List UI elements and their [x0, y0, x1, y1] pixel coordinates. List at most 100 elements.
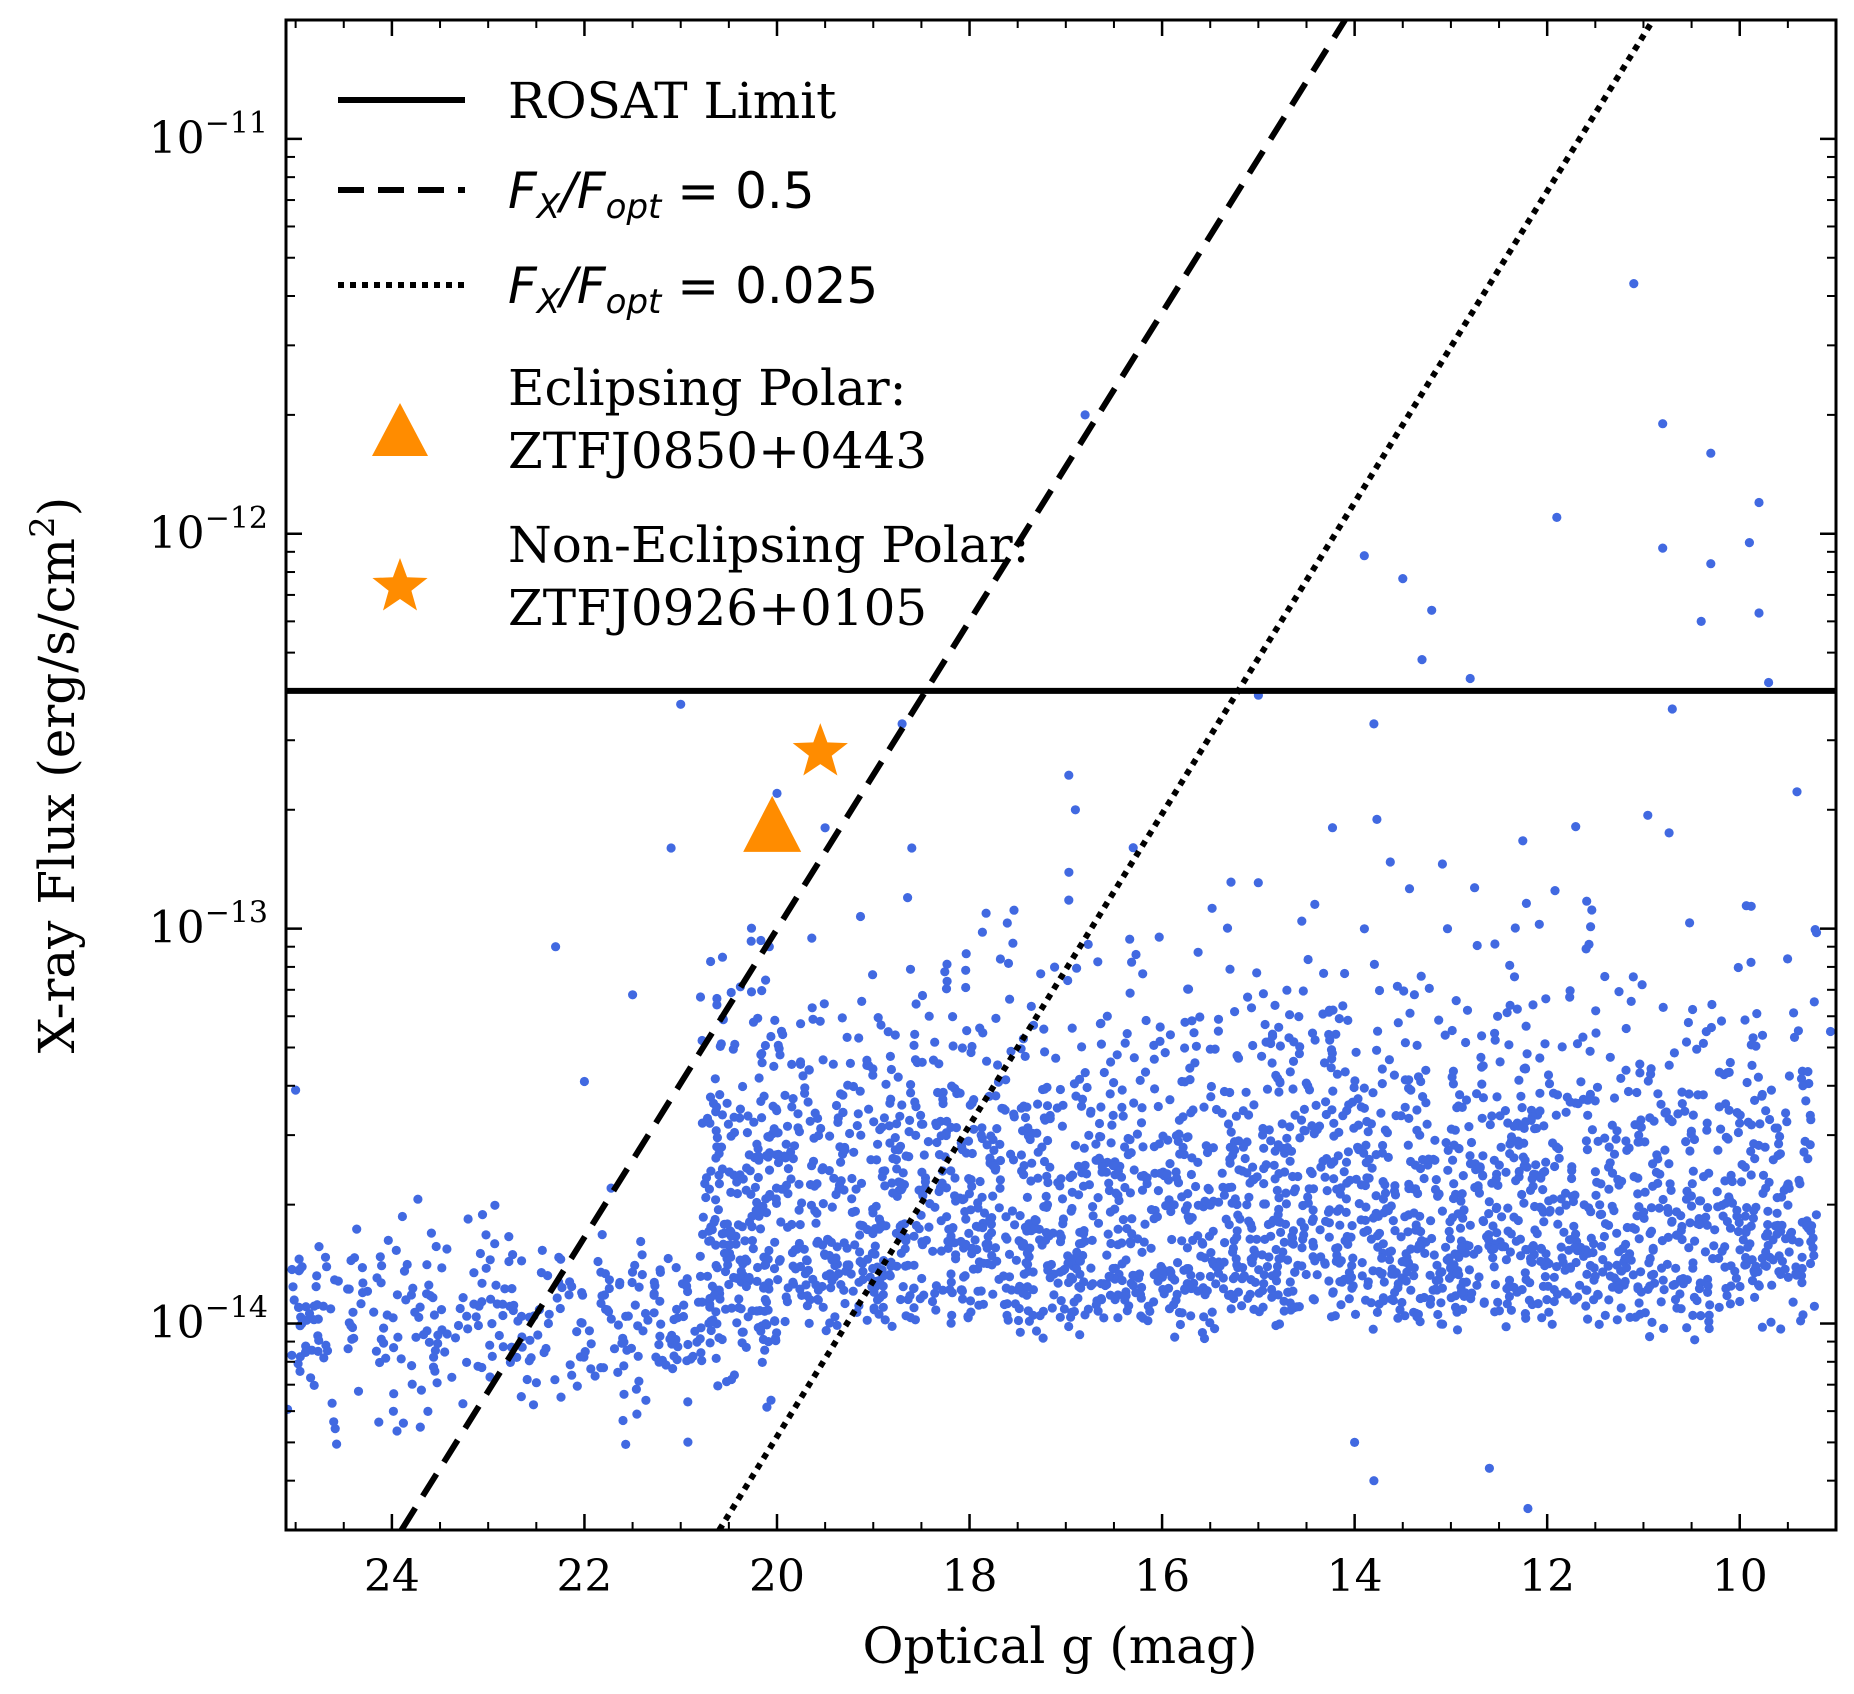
scatter-point: [1488, 1253, 1498, 1263]
scatter-point: [1409, 1271, 1419, 1281]
scatter-point: [1117, 1085, 1127, 1095]
scatter-point: [1134, 1269, 1145, 1279]
scatter-point: [1310, 1035, 1320, 1045]
scatter-point: [820, 823, 830, 833]
scatter-point: [1410, 1184, 1421, 1194]
scatter-point: [682, 1274, 692, 1284]
scatter-point: [1786, 1227, 1797, 1237]
scatter-point: [1072, 963, 1082, 973]
scatter-point: [964, 1174, 974, 1184]
scatter-point: [1685, 1218, 1695, 1228]
scatter-point: [797, 1198, 807, 1208]
scatter-point: [1716, 1124, 1726, 1134]
scatter-point: [982, 1056, 992, 1066]
scatter-point: [1783, 954, 1793, 964]
scatter-point: [1775, 1131, 1785, 1142]
scatter-point: [975, 1023, 985, 1033]
scatter-point: [1380, 1180, 1390, 1190]
scatter-point: [773, 1040, 783, 1050]
scatter-point: [917, 1273, 927, 1284]
scatter-point: [1353, 1094, 1363, 1104]
scatter-point: [1009, 905, 1019, 915]
scatter-point: [995, 954, 1006, 964]
scatter-point: [1747, 1276, 1758, 1286]
scatter-point: [1015, 1281, 1025, 1291]
scatter-point: [1042, 1202, 1052, 1212]
scatter-point: [1245, 1178, 1255, 1188]
scatter-point: [825, 1318, 835, 1328]
scatter-point: [855, 1086, 865, 1096]
scatter-point: [1746, 1170, 1756, 1180]
scatter-point: [1772, 1208, 1782, 1218]
scatter-point: [905, 1291, 915, 1301]
scatter-point: [1720, 1176, 1730, 1186]
scatter-point: [1776, 1324, 1786, 1334]
scatter-point: [957, 1286, 968, 1296]
scatter-point: [641, 1395, 651, 1405]
scatter-point: [794, 1127, 805, 1137]
scatter-point: [1774, 1139, 1784, 1149]
scatter-point: [1096, 1132, 1106, 1142]
scatter-point: [937, 1178, 947, 1188]
scatter-point: [858, 1266, 868, 1277]
scatter-point: [1272, 1261, 1283, 1271]
scatter-point: [1702, 1125, 1712, 1135]
scatter-point: [1645, 1253, 1655, 1264]
scatter-point: [948, 1223, 958, 1233]
x-tick-label: 22: [556, 1551, 612, 1602]
scatter-point: [1122, 1029, 1132, 1039]
scatter-point: [306, 1373, 316, 1383]
scatter-point: [946, 1318, 956, 1328]
scatter-point: [536, 1268, 547, 1278]
scatter-point: [1703, 1281, 1713, 1291]
scatter-point: [1354, 1199, 1364, 1209]
scatter-point: [1326, 1045, 1337, 1055]
scatter-point: [1659, 1285, 1669, 1295]
scatter-point: [576, 1318, 586, 1328]
scatter-point: [976, 1286, 986, 1296]
scatter-point: [1689, 1292, 1699, 1302]
scatter-point: [1324, 1205, 1335, 1215]
scatter-point: [1307, 1028, 1318, 1038]
scatter-point: [855, 911, 866, 922]
scatter-point: [344, 1318, 354, 1328]
scatter-point: [735, 1104, 746, 1114]
scatter-point: [856, 1178, 867, 1188]
scatter-point: [1561, 1107, 1571, 1117]
scatter-point: [1041, 1191, 1051, 1201]
scatter-point: [1567, 1173, 1577, 1184]
scatter-point: [1433, 1191, 1443, 1201]
scatter-point: [1646, 1064, 1656, 1074]
scatter-point: [1247, 1223, 1257, 1233]
scatter-point: [1543, 1070, 1554, 1080]
scatter-point: [1069, 1297, 1079, 1307]
scatter-point: [901, 1151, 911, 1161]
scatter-point: [988, 1161, 998, 1171]
scatter-point: [1356, 1180, 1366, 1190]
scatter-point: [416, 1385, 426, 1395]
scatter-point: [1466, 1137, 1477, 1148]
scatter-point: [1534, 919, 1544, 929]
scatter-point: [1218, 1284, 1229, 1294]
scatter-point: [1721, 1198, 1731, 1208]
scatter-point: [1388, 1295, 1398, 1306]
scatter-point: [973, 1264, 983, 1274]
scatter-point: [706, 956, 716, 967]
scatter-point: [1491, 1174, 1501, 1184]
scatter-point: [924, 1011, 934, 1021]
scatter-point: [1129, 1165, 1139, 1175]
scatter-point: [1199, 1333, 1210, 1344]
scatter-point: [1686, 1201, 1697, 1211]
scatter-point: [1299, 1222, 1309, 1233]
scatter-point: [977, 1123, 987, 1133]
scatter-point: [1245, 1234, 1255, 1244]
scatter-point: [963, 1136, 974, 1146]
scatter-point: [714, 1179, 725, 1189]
scatter-point: [1023, 1266, 1034, 1276]
scatter-point: [1149, 1054, 1159, 1064]
scatter-point: [673, 1342, 683, 1352]
scatter-point: [1496, 1142, 1506, 1152]
scatter-point: [1297, 1243, 1307, 1253]
scatter-point: [1487, 1111, 1497, 1121]
scatter-point: [702, 1271, 713, 1281]
